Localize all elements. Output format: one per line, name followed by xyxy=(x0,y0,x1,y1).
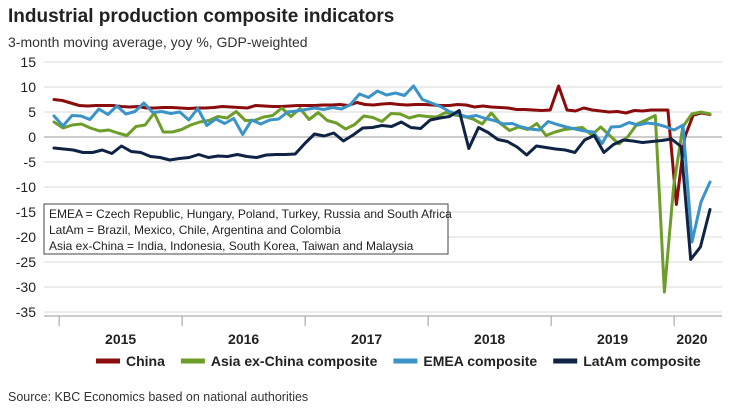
y-tick-label: 0 xyxy=(28,129,36,145)
series-lines xyxy=(52,84,712,294)
x-axis: 2015 2016 2017 2018 2019 2020 xyxy=(44,315,722,347)
y-tick-label: -10 xyxy=(16,179,36,195)
legend-label: LatAm composite xyxy=(583,353,701,369)
y-tick-label: 15 xyxy=(20,54,36,70)
series-line-china xyxy=(52,84,712,206)
y-tick-label: -5 xyxy=(24,154,37,170)
source-note: Source: KBC Economics based on national … xyxy=(8,390,309,404)
y-tick-label: -15 xyxy=(16,204,36,220)
country-note-box: EMEA = Czech Republic, Hungary, Poland, … xyxy=(43,203,452,255)
x-year-label: 2017 xyxy=(351,331,382,347)
chart-title: Industrial production composite indicato… xyxy=(8,6,395,27)
note-box-frame xyxy=(43,203,449,255)
series-line-latam-composite xyxy=(52,109,712,261)
legend-label: EMEA composite xyxy=(423,353,537,369)
x-year-label: 2020 xyxy=(676,331,707,347)
y-tick-label: -30 xyxy=(16,279,36,295)
grid-lines xyxy=(44,61,722,313)
series-line-emea-composite xyxy=(52,84,712,244)
note-line-latam: LatAm = Brazil, Mexico, Chile, Argentina… xyxy=(49,223,341,237)
x-year-label: 2016 xyxy=(228,331,259,347)
chart-subtitle: 3-month moving average, yoy %, GDP-weigh… xyxy=(8,34,308,50)
y-axis-ticks: 15 10 5 0 -5 -10 -15 -20 -25 -30 -35 xyxy=(16,54,36,320)
y-tick-label: -35 xyxy=(16,304,36,320)
series-line-asia-ex-china-composite xyxy=(52,106,712,294)
x-year-label: 2018 xyxy=(474,331,505,347)
note-line-emea: EMEA = Czech Republic, Hungary, Poland, … xyxy=(49,207,452,221)
note-line-asia: Asia ex-China = India, Indonesia, South … xyxy=(49,239,414,253)
y-tick-label: 10 xyxy=(20,79,36,95)
x-year-label: 2019 xyxy=(597,331,628,347)
legend: China Asia ex-China composite EMEA composi… xyxy=(96,353,701,369)
y-tick-label: -25 xyxy=(16,254,36,270)
x-year-label: 2015 xyxy=(105,331,136,347)
y-tick-label: 5 xyxy=(28,104,36,120)
legend-label: Asia ex-China composite xyxy=(211,353,378,369)
y-tick-label: -20 xyxy=(16,229,36,245)
legend-label: China xyxy=(126,353,165,369)
